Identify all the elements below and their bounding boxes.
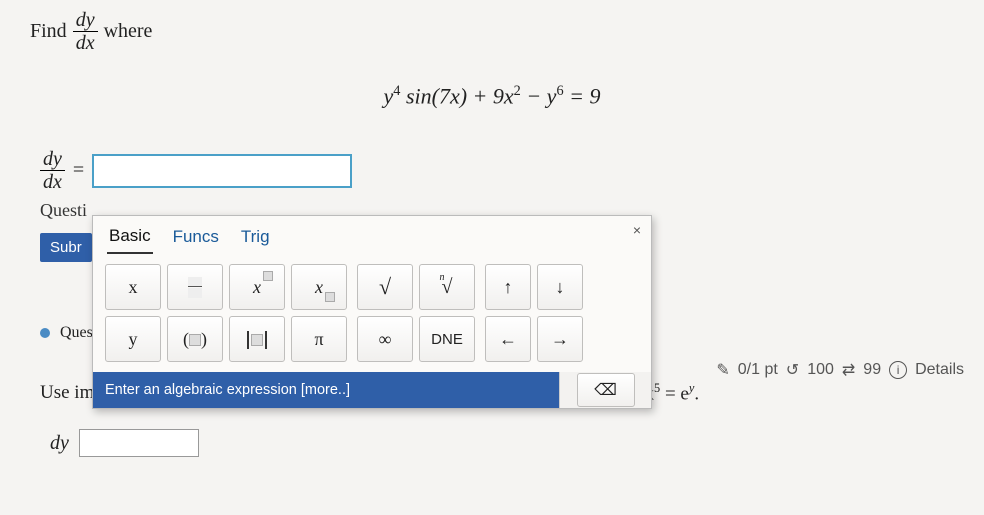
- sqrt-icon: √: [379, 274, 391, 300]
- key-power[interactable]: x: [229, 264, 285, 310]
- q1-answer-label: dy dx: [40, 149, 65, 192]
- keypad-group-vars: x x x y () π: [105, 264, 347, 362]
- key-sqrt[interactable]: √: [357, 264, 413, 310]
- q1-answer-row: dy dx =: [40, 149, 954, 192]
- equals-sign: =: [73, 159, 84, 182]
- keypad-group-roots: √ n√ ∞ DNE: [357, 264, 475, 362]
- key-parentheses[interactable]: (): [167, 316, 223, 362]
- key-absolute[interactable]: [229, 316, 285, 362]
- q1-where: where: [104, 20, 153, 43]
- power-icon: x: [253, 277, 261, 298]
- subscript-icon: x: [315, 277, 323, 298]
- key-backspace[interactable]: ⌫: [577, 373, 635, 407]
- key-arrow-right[interactable]: →: [537, 316, 583, 362]
- key-x[interactable]: x: [105, 264, 161, 310]
- q1-derivative-frac: dy dx: [73, 10, 98, 53]
- keypad-hint[interactable]: Enter an algebraic expression [more..]: [93, 372, 559, 408]
- info-icon[interactable]: i: [889, 361, 907, 379]
- tab-funcs[interactable]: Funcs: [171, 223, 221, 253]
- keypad-backspace-area: ⌫: [559, 372, 651, 408]
- score-bar: ✎ 0/1 pt ↺ 100 ⇄ 99 i Details: [716, 360, 964, 380]
- key-infinity[interactable]: ∞: [357, 316, 413, 362]
- keypad-close-icon[interactable]: ×: [633, 222, 641, 238]
- keypad-group-arrows: ↑ ↓ ← →: [485, 264, 583, 362]
- key-nth-root[interactable]: n√: [419, 264, 475, 310]
- swap-icon[interactable]: ⇄: [842, 360, 855, 380]
- q1-equation: y4 sin(7x) + 9x2 − y6 = 9: [30, 83, 954, 109]
- key-fraction[interactable]: [167, 264, 223, 310]
- parentheses-icon: (): [183, 329, 207, 350]
- retry-count: 100: [807, 361, 834, 379]
- q1-answer-input[interactable]: [92, 154, 352, 188]
- points-text: 0/1 pt: [738, 361, 778, 379]
- key-arrow-left[interactable]: ←: [485, 316, 531, 362]
- q2-answer-input[interactable]: [79, 429, 199, 457]
- key-arrow-down[interactable]: ↓: [537, 264, 583, 310]
- math-keypad: Basic Funcs Trig × x x x y () π √ n√ ∞ D…: [92, 215, 652, 409]
- fraction-icon: [188, 277, 202, 298]
- swap-count: 99: [863, 361, 881, 379]
- details-link[interactable]: Details: [915, 361, 964, 379]
- q2-bottom-dy: dy: [50, 432, 69, 455]
- absolute-icon: [247, 329, 267, 350]
- tab-basic[interactable]: Basic: [107, 222, 153, 254]
- key-subscript[interactable]: x: [291, 264, 347, 310]
- key-dne[interactable]: DNE: [419, 316, 475, 362]
- keypad-footer: Enter an algebraic expression [more..] ⌫: [93, 372, 651, 408]
- key-pi[interactable]: π: [291, 316, 347, 362]
- q2-answer-row: dy: [50, 429, 954, 457]
- keypad-tabs: Basic Funcs Trig ×: [93, 216, 651, 254]
- submit-button[interactable]: Subr: [40, 233, 92, 262]
- key-arrow-up[interactable]: ↑: [485, 264, 531, 310]
- question-dot-icon: [40, 328, 50, 338]
- edit-icon[interactable]: ✎: [716, 360, 729, 380]
- nth-root-icon: n√: [442, 276, 453, 299]
- key-y[interactable]: y: [105, 316, 161, 362]
- q1-prompt: Find dy dx where: [30, 10, 954, 53]
- q1-find: Find: [30, 20, 67, 43]
- tab-trig[interactable]: Trig: [239, 223, 272, 253]
- retry-icon[interactable]: ↺: [786, 360, 799, 380]
